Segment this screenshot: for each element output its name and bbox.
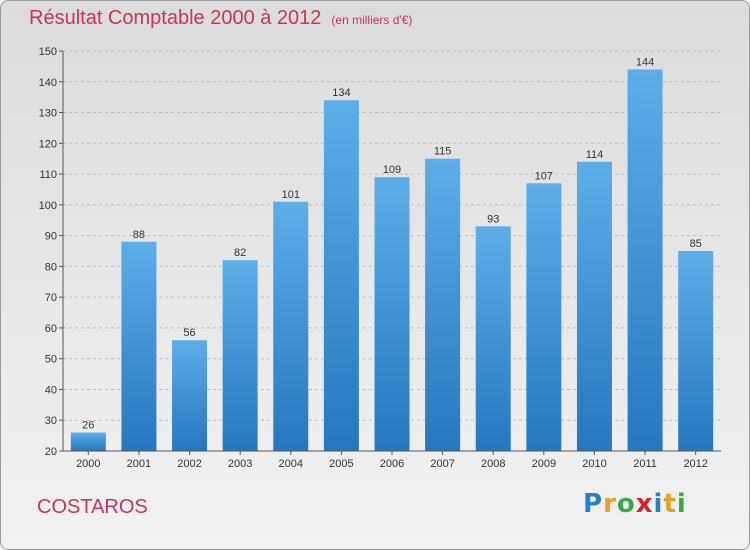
x-tick-label: 2007 (430, 458, 454, 470)
logo-letter: P (583, 489, 604, 519)
x-tick-label: 2012 (683, 458, 707, 470)
y-tick-label: 30 (45, 415, 57, 427)
bar-value-label: 56 (183, 327, 195, 339)
bar (70, 432, 106, 451)
x-tick-label: 2000 (76, 458, 100, 470)
bar-value-label: 107 (535, 170, 553, 182)
x-tick-label: 2010 (582, 458, 606, 470)
proxiti-logo: Proxiti (583, 489, 687, 519)
y-tick-label: 100 (39, 200, 57, 212)
x-tick-label: 2001 (127, 458, 151, 470)
bar-value-label: 115 (434, 146, 452, 158)
title-unit: (en milliers d'€) (331, 13, 413, 27)
x-tick-label: 2004 (279, 458, 303, 470)
bar (121, 241, 157, 451)
bar (576, 161, 612, 451)
x-tick-label: 2009 (532, 458, 556, 470)
bar (172, 340, 208, 451)
y-tick-label: 110 (39, 169, 57, 181)
y-tick-label: 80 (45, 261, 57, 273)
bar-value-label: 93 (487, 213, 499, 225)
bar (526, 183, 562, 452)
logo-letter: x (635, 489, 654, 519)
bar-value-label: 109 (383, 164, 401, 176)
bar (374, 177, 410, 451)
y-tick-label: 40 (45, 384, 57, 396)
bar-value-label: 85 (690, 238, 702, 250)
bar (323, 100, 359, 451)
y-tick-label: 130 (39, 108, 57, 120)
chart-title: Résultat Comptable 2000 à 2012 (en millie… (29, 7, 412, 30)
bar-value-label: 88 (133, 229, 145, 241)
bar (273, 201, 309, 451)
bar-value-label: 134 (332, 87, 350, 99)
x-tick-label: 2011 (633, 458, 657, 470)
bar (222, 260, 258, 451)
logo-letter: r (603, 489, 617, 519)
logo-letter: i (653, 489, 664, 519)
x-tick-label: 2002 (177, 458, 201, 470)
logo-letter: t (663, 489, 677, 519)
y-tick-label: 140 (39, 77, 57, 89)
bar (475, 226, 511, 451)
x-tick-label: 2006 (380, 458, 404, 470)
y-tick-label: 70 (45, 292, 57, 304)
bar-value-label: 101 (282, 189, 300, 201)
title-text: Résultat Comptable 2000 à 2012 (29, 7, 322, 29)
bar (678, 251, 714, 451)
logo-letter: o (616, 489, 636, 519)
y-tick-label: 20 (45, 446, 57, 458)
bar-value-label: 114 (586, 149, 604, 161)
bar (627, 69, 663, 451)
bar-value-label: 144 (636, 56, 654, 68)
y-tick-label: 60 (45, 323, 57, 335)
bar (425, 158, 461, 451)
logo-letter: i (676, 489, 687, 519)
bar-value-label: 82 (234, 247, 246, 259)
y-tick-label: 150 (39, 46, 57, 58)
y-tick-label: 90 (45, 231, 57, 243)
x-tick-label: 2005 (329, 458, 353, 470)
y-tick-label: 120 (39, 138, 57, 150)
x-tick-label: 2003 (228, 458, 252, 470)
x-tick-label: 2008 (481, 458, 505, 470)
y-tick-label: 50 (45, 354, 57, 366)
bar-value-label: 26 (82, 420, 94, 432)
commune-name: COSTAROS (37, 496, 148, 518)
